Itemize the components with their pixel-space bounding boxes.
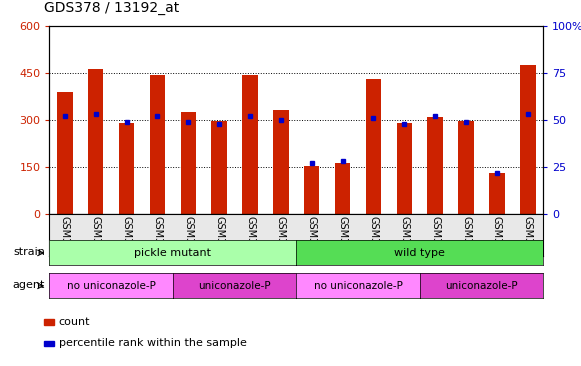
Text: wild type: wild type bbox=[394, 248, 445, 258]
Text: GSM3850: GSM3850 bbox=[121, 216, 131, 263]
Bar bbox=[88, 69, 103, 214]
Text: no uniconazole-P: no uniconazole-P bbox=[314, 281, 403, 291]
Bar bbox=[304, 167, 320, 214]
Text: GSM3847: GSM3847 bbox=[492, 216, 502, 263]
Text: uniconazole-P: uniconazole-P bbox=[198, 281, 271, 291]
Bar bbox=[211, 122, 227, 214]
Bar bbox=[57, 92, 73, 214]
Bar bbox=[119, 123, 134, 214]
Text: GDS378 / 13192_at: GDS378 / 13192_at bbox=[44, 1, 179, 15]
Text: GSM3842: GSM3842 bbox=[183, 216, 193, 263]
Text: strain: strain bbox=[13, 247, 45, 257]
Text: GSM3856: GSM3856 bbox=[276, 216, 286, 263]
Bar bbox=[242, 75, 258, 214]
Text: GSM3846: GSM3846 bbox=[461, 216, 471, 263]
Text: count: count bbox=[59, 317, 90, 327]
Text: GSM3843: GSM3843 bbox=[214, 216, 224, 263]
Bar bbox=[520, 65, 536, 214]
Text: percentile rank within the sample: percentile rank within the sample bbox=[59, 338, 246, 348]
Bar bbox=[489, 173, 505, 214]
Bar bbox=[335, 163, 350, 214]
Bar bbox=[458, 122, 474, 214]
Text: GSM3848: GSM3848 bbox=[523, 216, 533, 263]
Text: uniconazole-P: uniconazole-P bbox=[445, 281, 518, 291]
Bar bbox=[366, 79, 381, 214]
Text: GSM3855: GSM3855 bbox=[399, 216, 410, 263]
Text: agent: agent bbox=[13, 280, 45, 290]
Bar bbox=[428, 117, 443, 214]
Text: GSM3852: GSM3852 bbox=[307, 216, 317, 263]
Text: GSM3844: GSM3844 bbox=[245, 216, 255, 263]
Bar bbox=[150, 75, 165, 214]
Text: GSM3853: GSM3853 bbox=[338, 216, 347, 263]
Bar bbox=[181, 112, 196, 214]
Text: pickle mutant: pickle mutant bbox=[134, 248, 211, 258]
Text: GSM3851: GSM3851 bbox=[152, 216, 163, 263]
Text: GSM3854: GSM3854 bbox=[368, 216, 378, 263]
Text: GSM3845: GSM3845 bbox=[430, 216, 440, 263]
Text: GSM3849: GSM3849 bbox=[91, 216, 101, 263]
Bar bbox=[44, 320, 54, 325]
Bar bbox=[44, 340, 54, 346]
Text: GSM3841: GSM3841 bbox=[60, 216, 70, 263]
Text: no uniconazole-P: no uniconazole-P bbox=[67, 281, 156, 291]
Bar bbox=[397, 123, 412, 214]
Bar bbox=[273, 111, 289, 214]
